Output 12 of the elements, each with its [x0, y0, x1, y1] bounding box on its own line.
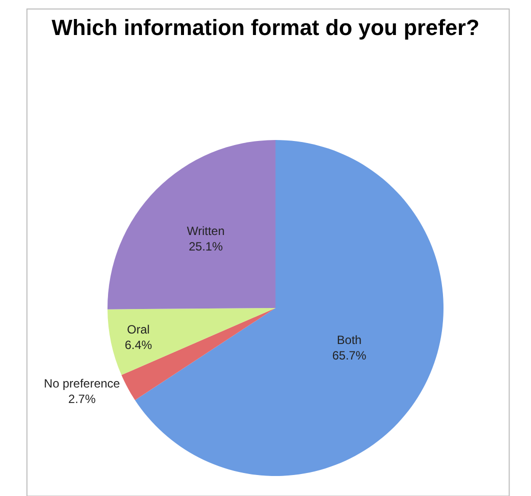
- pie-slice: [108, 140, 276, 310]
- data-label: 65.7%: [332, 348, 367, 363]
- data-label: 6.4%: [124, 338, 152, 352]
- slice-label: Both: [336, 333, 362, 348]
- slice-label: Oral: [127, 322, 150, 336]
- slice-label: No preference: [44, 376, 120, 390]
- pie-slice: [108, 308, 276, 376]
- data-label: 2.7%: [68, 392, 96, 406]
- chart-title: Which information format do you prefer?: [52, 15, 480, 40]
- pie-slice: [121, 308, 276, 400]
- data-label: 25.1%: [188, 240, 224, 254]
- slice-label: Written: [186, 224, 225, 238]
